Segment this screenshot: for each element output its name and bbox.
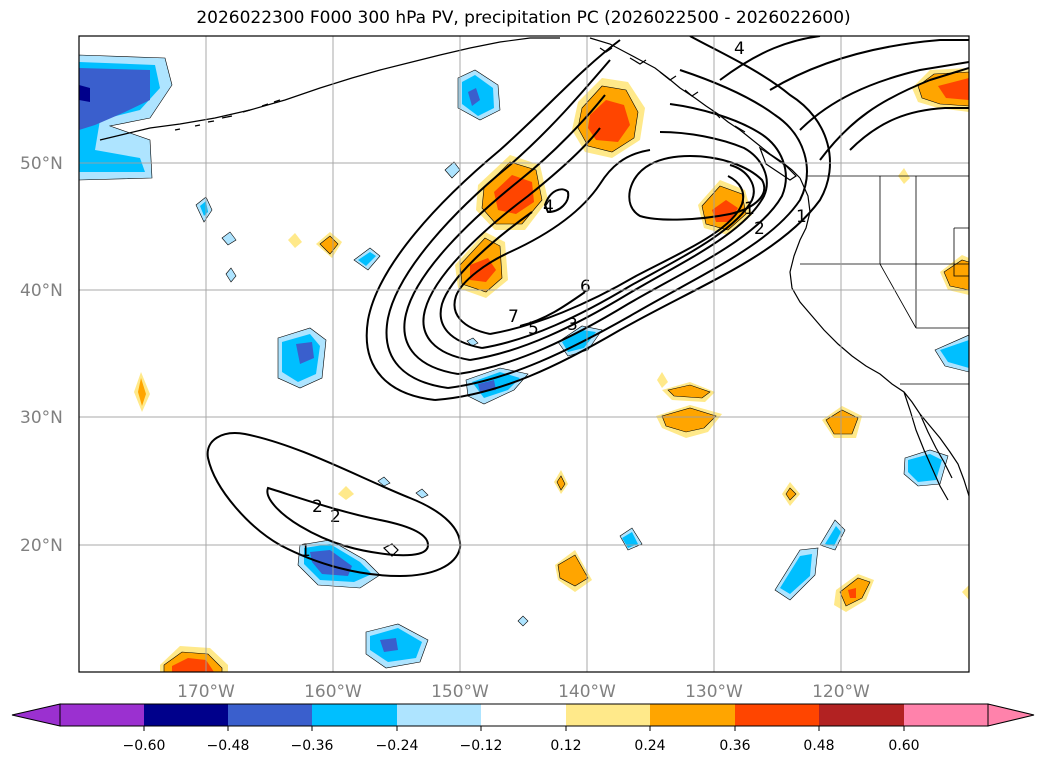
contour-label: 2	[312, 497, 323, 517]
vancouver-island	[758, 146, 797, 181]
state-lines	[800, 176, 969, 329]
gulf-california	[919, 413, 953, 479]
contour-1b	[434, 36, 831, 401]
colorbar-frame	[59, 703, 989, 727]
colorbar-bin	[819, 704, 904, 726]
contour-ne2	[819, 67, 969, 161]
colorbar-bin	[144, 704, 228, 726]
contour-1	[365, 39, 621, 401]
colorbar-tick-label: −0.36	[291, 738, 334, 754]
lon-label: 150°W	[431, 682, 489, 702]
lon-label: 170°W	[177, 682, 235, 702]
plot-frame	[78, 35, 970, 673]
contour-ne4	[849, 107, 969, 151]
colorbar: −0.60 −0.48 −0.36 −0.24 −0.12 0.12 0.24 …	[11, 703, 1035, 754]
contour-4	[422, 127, 601, 361]
contour-label: 5	[528, 319, 539, 339]
precip-negative-shading	[79, 54, 969, 669]
contour-6b	[489, 175, 745, 335]
contour-label: 1	[796, 207, 807, 227]
colorbar-tick-label: 0.60	[888, 738, 919, 754]
colorbar-bin	[735, 704, 819, 726]
contour-ne	[769, 39, 969, 91]
west-coast	[789, 177, 969, 497]
colorbar-bin	[650, 704, 735, 726]
colorbar-tick-label: 0.12	[550, 738, 581, 754]
colorbar-tick-label: 0.48	[803, 738, 834, 754]
colorbar-tick-label: −0.48	[207, 738, 250, 754]
contour-label: 3	[567, 315, 578, 335]
map-title: 2026022300 F000 300 hPa PV, precipitatio…	[196, 8, 851, 28]
colorbar-tick-label: −0.12	[460, 738, 503, 754]
contour-3	[403, 94, 606, 375]
lon-label: 130°W	[685, 682, 743, 702]
neg-small-3	[225, 267, 237, 283]
contour-ne3	[799, 61, 969, 131]
contour-label: 2	[330, 507, 341, 527]
coastlines	[99, 37, 969, 557]
contour-3b	[457, 103, 787, 375]
pos-small-6	[338, 486, 354, 500]
contour-2b	[447, 69, 808, 389]
contour-inner-2	[543, 188, 570, 214]
colorbar-extend-low	[11, 703, 61, 727]
contour-2	[385, 59, 611, 389]
contour-5b	[481, 164, 755, 349]
contour-label: 6	[580, 277, 591, 297]
contour-nne	[719, 36, 821, 81]
pos-small-2	[288, 233, 302, 248]
lat-label: 20°N	[20, 536, 63, 556]
contour-7	[519, 291, 586, 327]
colorbar-bin	[228, 704, 312, 726]
plot-area	[79, 36, 969, 672]
colorbar-tick-label: 0.36	[719, 738, 750, 754]
colorbar-bin	[904, 704, 988, 726]
longitude-labels: 170°W 160°W 150°W 140°W 130°W 120°W	[177, 682, 870, 702]
colorbar-bin	[397, 704, 481, 726]
contour-5	[439, 211, 533, 349]
contour-label: 4	[543, 197, 554, 217]
baja-peninsula	[903, 391, 949, 501]
colorbar-tick-label: −0.24	[376, 738, 419, 754]
neg-small-2	[221, 231, 237, 246]
pv-contours	[206, 36, 969, 578]
contour-label: 1	[300, 541, 311, 561]
precip-positive-shading	[134, 68, 969, 672]
neg-small-6	[377, 476, 391, 487]
aleutian-islands	[174, 99, 281, 131]
neg-small-8	[517, 615, 529, 627]
contour-label: 4	[734, 39, 745, 59]
alaska-coast	[99, 37, 560, 141]
colorbar-bin	[481, 704, 566, 726]
pos-small-8	[962, 585, 969, 600]
colorbar-bin	[312, 704, 397, 726]
gridlines	[79, 36, 969, 672]
lon-label: 160°W	[304, 682, 362, 702]
colorbar-bin	[60, 704, 144, 726]
contour-4b	[469, 131, 768, 361]
colorbar-tick-label: 0.24	[634, 738, 665, 754]
contour-6	[453, 149, 651, 335]
contour-label: 1	[744, 199, 755, 219]
neg-region-nw-dark	[79, 68, 150, 130]
colorbar-tick-label: −0.60	[123, 738, 166, 754]
neg-region-nw-darkest	[79, 85, 90, 102]
colorbar-bin	[566, 704, 650, 726]
colorbar-ticks	[143, 726, 905, 731]
lat-label: 40°N	[20, 281, 63, 301]
contour-south-inner	[266, 486, 430, 557]
colorbar-extend-high	[987, 703, 1035, 727]
political-borders	[800, 175, 969, 385]
lon-label: 140°W	[558, 682, 616, 702]
contour-labels: 4 4 6 7 5 3 2 1 1 2 2 1	[300, 39, 807, 561]
lat-label: 30°N	[20, 408, 63, 428]
lon-label: 120°W	[812, 682, 870, 702]
lat-label: 50°N	[20, 154, 63, 174]
neg-small-7	[415, 488, 429, 499]
contour-label: 2	[754, 219, 765, 239]
latitude-labels: 50°N 40°N 30°N 20°N	[20, 154, 63, 556]
contour-inner-1	[628, 154, 766, 221]
contour-label: 7	[508, 307, 519, 327]
